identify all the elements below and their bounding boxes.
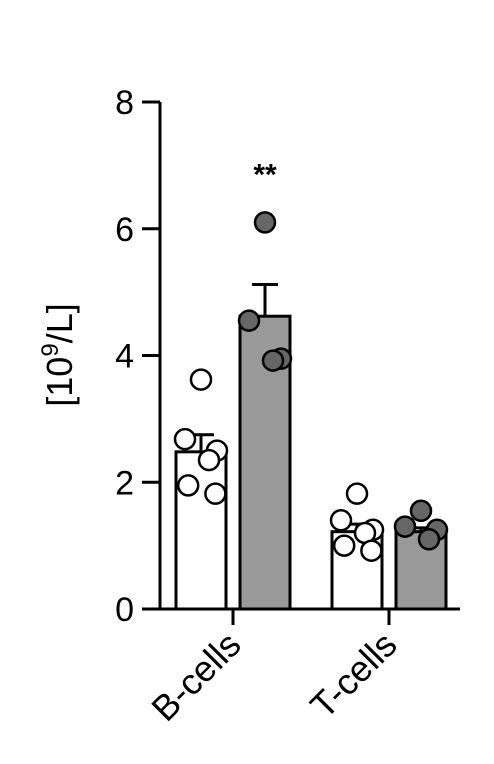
y-axis-label-superscript: 9 [37, 343, 64, 356]
data-point [176, 474, 200, 497]
data-point [345, 482, 369, 505]
data-point [329, 509, 353, 532]
x-axis: B-cells T-cells [143, 607, 460, 729]
y-tick-label: 6 [115, 211, 134, 249]
significance-marker: ** [253, 158, 277, 191]
data-point [253, 211, 277, 234]
y-tick-label: 4 [115, 338, 134, 376]
y-axis-label-part: /L] [39, 303, 80, 343]
data-point [173, 427, 197, 451]
data-points [173, 211, 449, 562]
y-axis-label-part: [10 [39, 357, 80, 407]
data-point [332, 534, 356, 557]
data-point [204, 482, 227, 505]
data-point [417, 528, 441, 551]
data-point [237, 309, 261, 332]
x-tick-label: T-cells [302, 624, 405, 727]
x-tick-label: B-cells [143, 624, 248, 729]
y-tick-label: 8 [115, 84, 134, 122]
data-point [360, 539, 383, 562]
y-tick-label: 0 [115, 591, 134, 629]
data-point [409, 499, 433, 523]
data-point [261, 349, 285, 372]
y-axis: 0 2 4 6 8 [115, 84, 162, 629]
data-point [197, 448, 221, 472]
y-tick-label: 2 [115, 464, 134, 502]
annotations: ** [253, 158, 277, 191]
data-point [189, 368, 213, 391]
data-point [393, 515, 417, 538]
y-axis-label: [109/L] [37, 303, 80, 406]
